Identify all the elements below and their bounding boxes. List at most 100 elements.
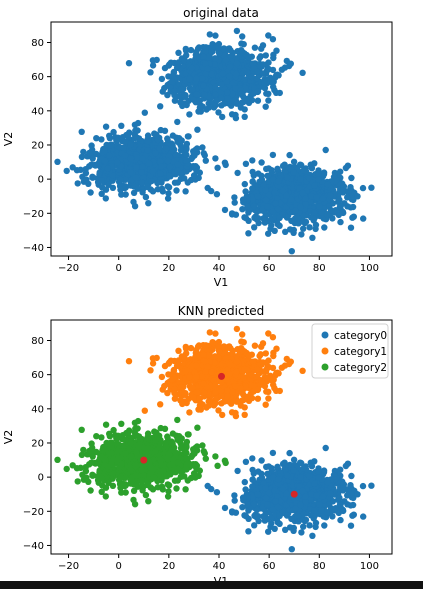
scatter-point — [200, 380, 207, 387]
y-tick-label: 60 — [31, 72, 44, 83]
y-tick-label: 20 — [31, 140, 44, 151]
scatter-point — [228, 211, 236, 218]
scatter-point — [153, 131, 160, 138]
scatter-point — [199, 75, 206, 82]
scatter-point — [183, 146, 190, 153]
scatter-point — [265, 191, 272, 199]
y-axis-label: V2 — [2, 132, 15, 147]
scatter-point — [300, 225, 307, 232]
scatter-point — [268, 222, 275, 229]
scatter-point — [276, 89, 283, 97]
scatter-point — [219, 70, 227, 77]
scatter-point — [336, 196, 343, 203]
scatter-point — [265, 470, 272, 478]
x-tick-label: 60 — [263, 263, 276, 274]
scatter-point — [219, 411, 226, 419]
scatter-point — [208, 70, 215, 78]
scatter-point — [239, 331, 246, 338]
scatter-point — [148, 177, 155, 185]
scatter-point — [312, 519, 320, 527]
scatter-point — [171, 390, 178, 397]
scatter-point — [82, 169, 90, 177]
scatter-point — [261, 84, 269, 92]
scatter-point — [297, 176, 304, 183]
scatter-point — [279, 187, 287, 195]
scatter-point — [233, 27, 241, 35]
x-tick-label: 40 — [213, 263, 226, 274]
scatter-point — [242, 383, 249, 390]
scatter-point — [165, 184, 173, 191]
x-tick-label: 80 — [313, 263, 326, 274]
scatter-point — [259, 340, 267, 347]
scatter-point — [118, 122, 125, 129]
scatter-point — [117, 186, 124, 193]
scatter-point — [93, 433, 100, 440]
scatter-point — [226, 72, 233, 80]
scatter-point — [212, 91, 219, 98]
scatter-point — [274, 463, 281, 470]
scatter-point — [253, 208, 261, 216]
scatter-point — [147, 69, 154, 76]
scatter-point — [240, 41, 247, 48]
scatter-point — [145, 200, 152, 207]
scatter-point — [300, 523, 307, 530]
scatter-point — [318, 209, 325, 216]
scatter-point — [175, 347, 182, 354]
scatter-point — [231, 199, 238, 206]
scatter-point — [299, 189, 306, 197]
scatter-point — [102, 123, 110, 130]
scatter-point — [138, 179, 145, 186]
scatter-point — [228, 409, 236, 416]
scatter-point — [199, 442, 206, 449]
scatter-point — [164, 157, 172, 165]
scatter-point — [269, 176, 277, 183]
scatter-point — [324, 479, 331, 486]
scatter-point — [89, 155, 96, 162]
scatter-point — [205, 402, 213, 409]
x-tick-label: 100 — [360, 263, 379, 274]
scatter-point — [340, 481, 347, 488]
scatter-point — [296, 483, 303, 490]
scatter-point — [165, 488, 172, 495]
scatter-point — [339, 485, 347, 493]
scatter-point — [290, 527, 297, 534]
scatter-point — [254, 192, 261, 200]
scatter-point — [281, 459, 288, 466]
scatter-point — [139, 155, 146, 162]
scatter-point — [288, 546, 295, 553]
scatter-point — [242, 188, 249, 195]
scatter-point — [262, 401, 269, 408]
scatter-point — [171, 179, 179, 186]
scatter-point — [284, 174, 291, 181]
scatter-point — [85, 180, 92, 187]
scatter-point — [204, 65, 211, 72]
scatter-point — [271, 86, 278, 94]
scatter-point — [274, 71, 281, 78]
scatter-point — [316, 203, 323, 210]
x-tick-label: 0 — [116, 263, 122, 274]
scatter-point — [212, 155, 219, 162]
scatter-point — [262, 52, 269, 59]
scatter-point — [177, 142, 185, 150]
scatter-point — [216, 50, 223, 57]
scatter-point — [322, 216, 330, 223]
scatter-point — [231, 492, 238, 499]
scatter-point — [82, 467, 90, 475]
scatter-point — [251, 44, 259, 51]
scatter-point — [259, 42, 267, 49]
scatter-point — [299, 69, 306, 77]
scatter-point — [183, 140, 191, 148]
scatter-point — [232, 368, 240, 376]
scatter-point — [347, 522, 355, 529]
scatter-point — [132, 174, 140, 181]
scatter-point — [174, 161, 182, 168]
scatter-point — [354, 491, 361, 498]
scatter-point — [306, 224, 313, 231]
scatter-point — [265, 32, 272, 39]
scatter-point — [344, 203, 351, 210]
scatter-point — [169, 132, 177, 139]
scatter-point — [265, 528, 272, 535]
scatter-point — [274, 182, 282, 189]
scatter-point — [216, 348, 223, 355]
scatter-point — [86, 149, 93, 157]
